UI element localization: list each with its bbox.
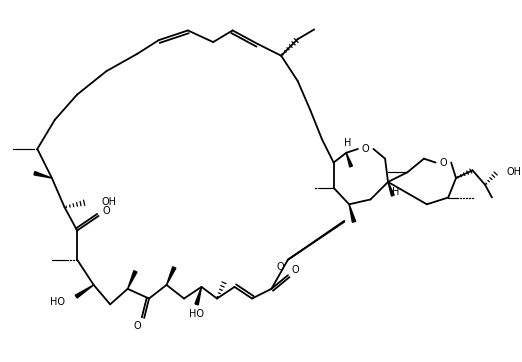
Text: H: H [345,138,352,148]
Polygon shape [346,153,352,167]
Polygon shape [75,285,93,298]
Text: O: O [292,265,300,275]
Text: H: H [392,187,399,197]
Text: OH: OH [506,167,521,177]
Polygon shape [34,172,52,178]
Polygon shape [195,287,201,305]
Polygon shape [128,271,137,289]
Polygon shape [388,182,394,196]
Text: OH: OH [101,197,116,207]
Text: O: O [276,262,284,273]
Text: HO: HO [50,298,65,307]
Text: O: O [102,206,110,216]
Text: O: O [134,321,141,331]
Polygon shape [349,204,355,222]
Text: HO: HO [189,309,204,319]
Text: O: O [362,144,370,154]
Polygon shape [167,267,176,285]
Text: O: O [440,157,447,168]
